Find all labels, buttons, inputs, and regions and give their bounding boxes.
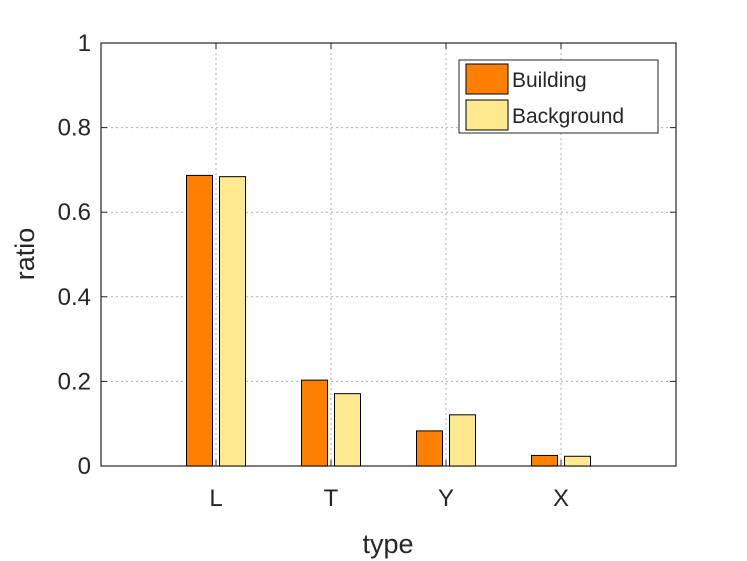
x-tick-label: T: [324, 485, 339, 512]
x-tick-label: X: [553, 485, 569, 512]
bar-background-x: [564, 455, 591, 467]
plot-area: [100, 42, 677, 467]
bar-building-x: [531, 454, 558, 467]
bar-building-t: [301, 379, 328, 467]
x-tick-label: Y: [438, 485, 454, 512]
y-tick-label: 0.6: [58, 199, 91, 226]
legend: Building Background: [458, 59, 659, 134]
y-axis-label: ratio: [10, 228, 40, 281]
legend-label-building: Building: [512, 69, 587, 92]
legend-swatch-building: [465, 63, 509, 95]
bar-background-t: [334, 393, 361, 467]
x-axis-label: type: [362, 529, 413, 559]
y-axis-ticks: 0 0.2 0.4 0.6 0.8 1: [58, 30, 676, 480]
bars: [186, 174, 591, 467]
bar-background-l: [219, 176, 246, 467]
legend-label-background: Background: [512, 105, 624, 128]
x-tick-label: L: [209, 485, 222, 512]
y-tick-label: 0.2: [58, 368, 91, 395]
y-tick-label: 0.4: [58, 284, 91, 311]
bar-building-y: [416, 430, 443, 467]
y-tick-label: 0.8: [58, 115, 91, 142]
y-tick-label: 0: [78, 453, 91, 480]
y-tick-label: 1: [78, 30, 91, 57]
bar-background-y: [449, 414, 476, 467]
bar-building-l: [186, 174, 213, 467]
legend-swatch-background: [465, 99, 509, 131]
